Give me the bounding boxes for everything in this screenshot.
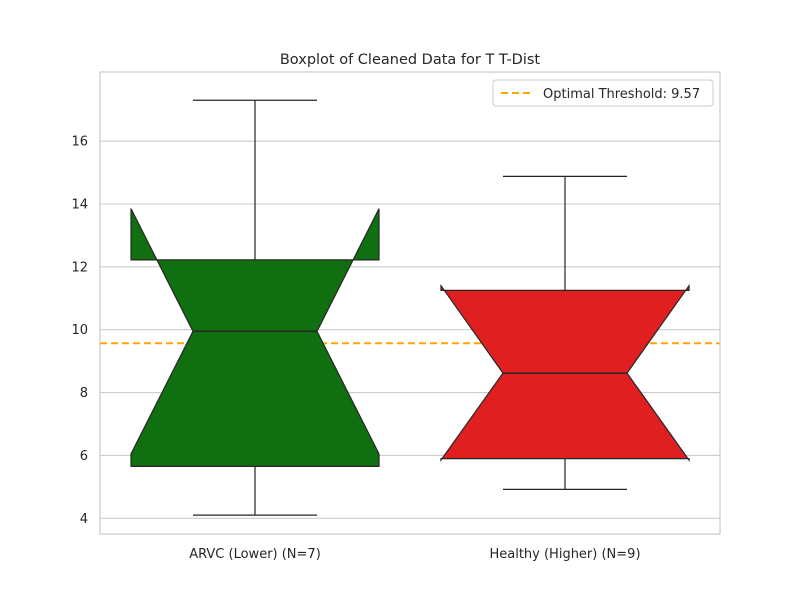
chart-title: Boxplot of Cleaned Data for T T-Dist — [280, 52, 541, 68]
notched-box — [130, 208, 380, 467]
box-group — [130, 99, 380, 516]
x-tick-labels: ARVC (Lower) (N=7) Healthy (Higher) (N=9) — [189, 547, 640, 562]
legend-threshold-label: Optimal Threshold: 9.57 — [543, 87, 700, 102]
y-tick-label: 6 — [80, 449, 88, 464]
y-tick-labels: 4 6 8 10 12 14 16 — [71, 135, 88, 527]
legend-box — [492, 79, 714, 107]
box-group — [440, 175, 690, 490]
y-tick-label: 10 — [71, 323, 88, 338]
y-tick-label: 4 — [80, 512, 88, 527]
legend: Optimal Threshold: 9.57 — [492, 79, 714, 107]
y-tick-label: 12 — [71, 260, 88, 275]
plot-frame — [99, 71, 721, 535]
y-tick-label: 16 — [71, 135, 88, 150]
boxes-layer — [130, 99, 690, 516]
y-tick-label: 14 — [71, 198, 88, 213]
y-tick-label: 8 — [80, 386, 88, 401]
x-tick-label: ARVC (Lower) (N=7) — [189, 547, 321, 562]
x-tick-label: Healthy (Higher) (N=9) — [489, 547, 640, 562]
